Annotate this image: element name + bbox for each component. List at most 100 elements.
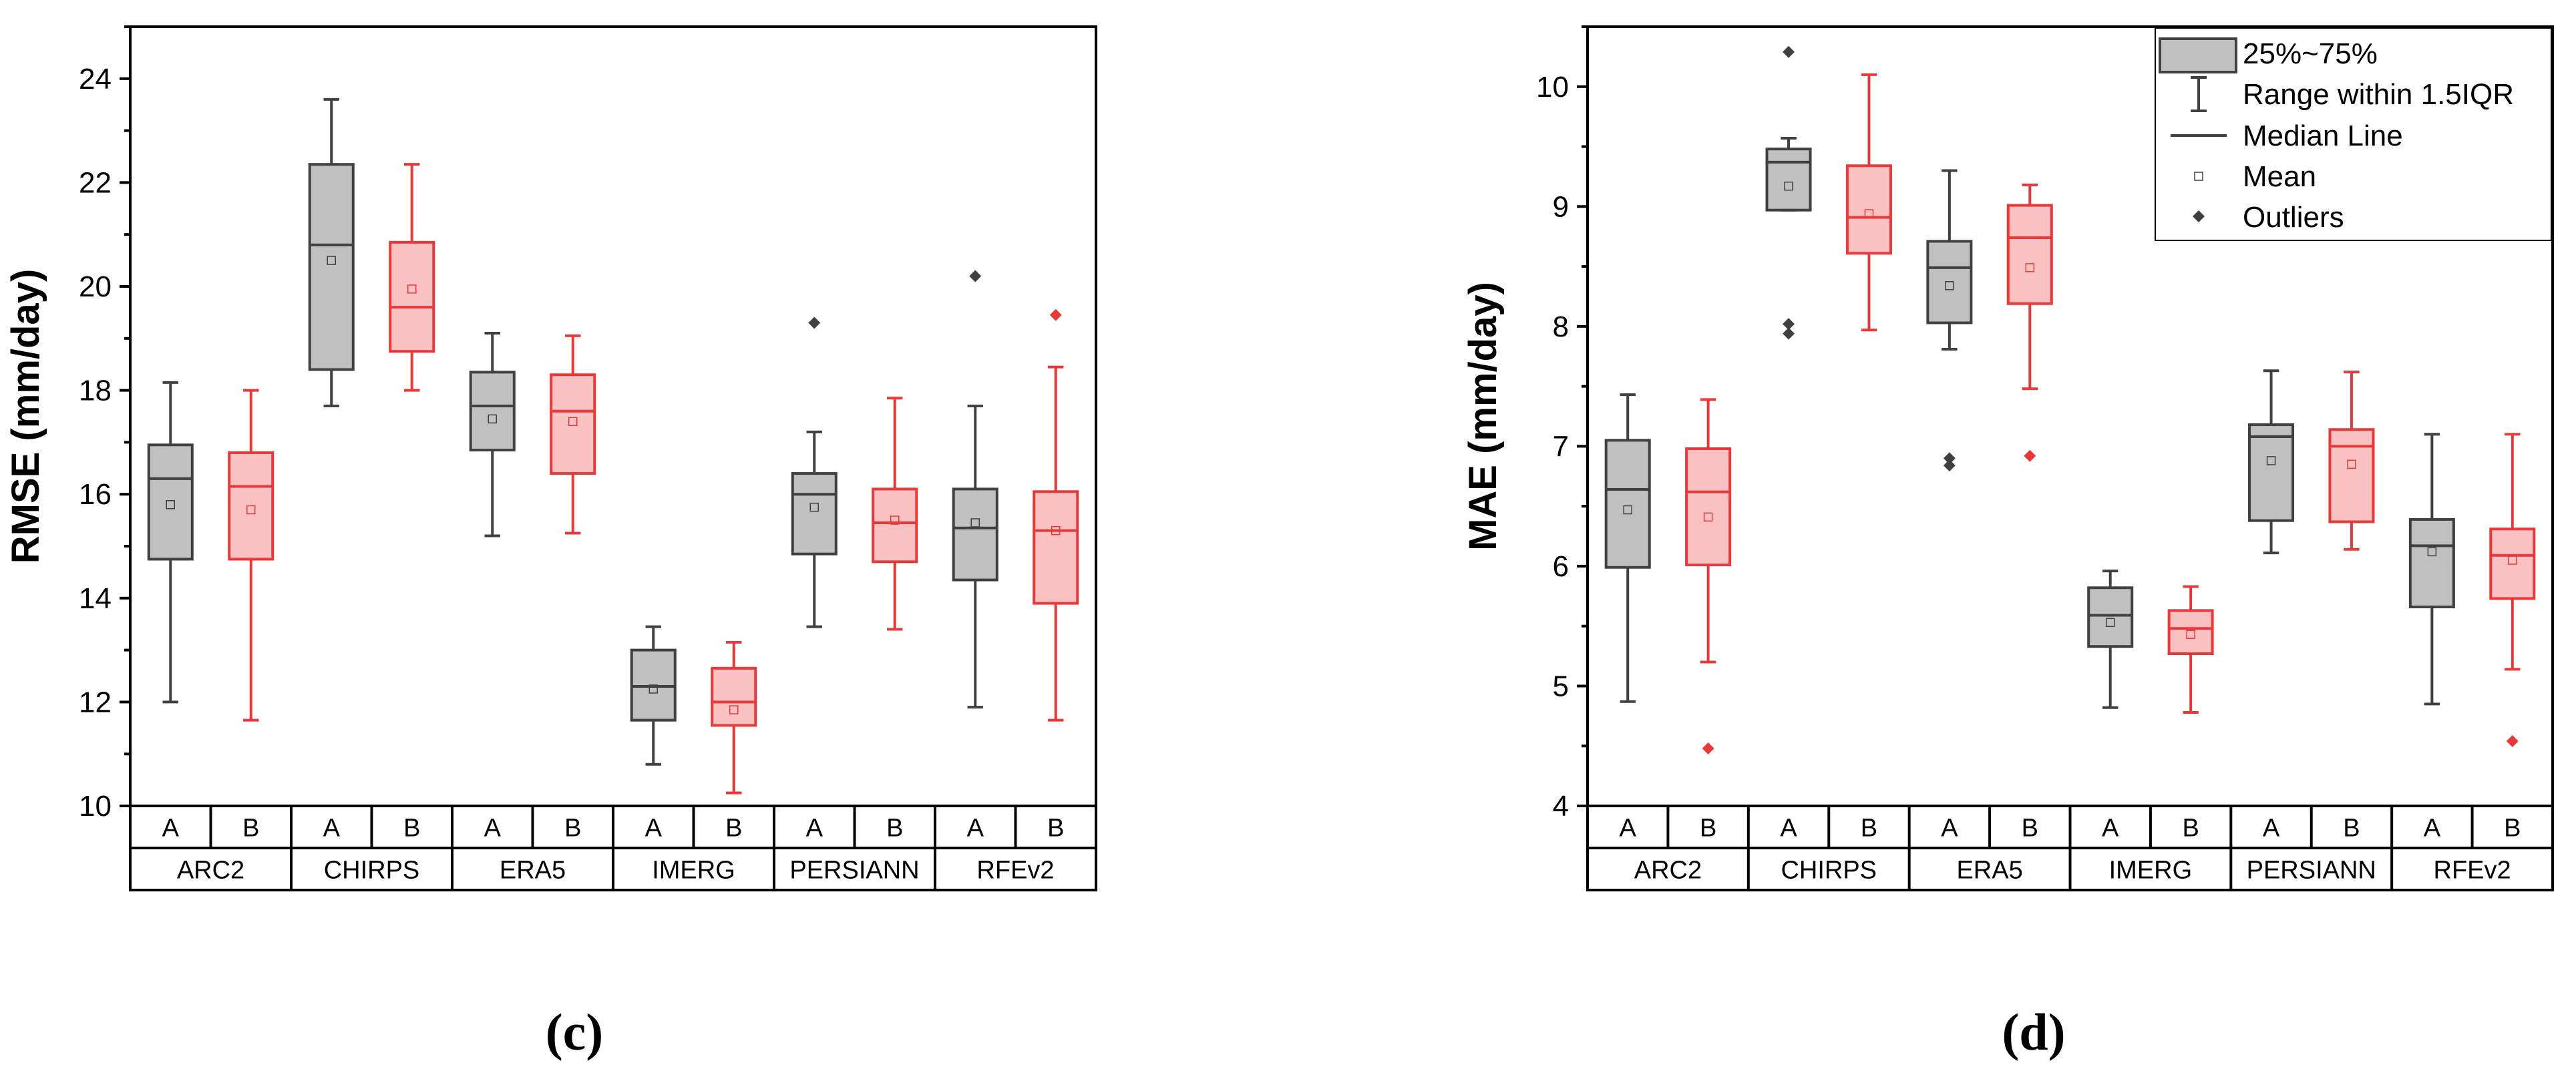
y-tick-label: 12 [79,686,112,718]
box-imerg-a [630,625,677,766]
subgroup-label: A [645,815,663,843]
subgroup-label: A [806,815,823,843]
mean-marker [970,518,980,527]
outlier-point [1943,452,1956,465]
box-imerg-b [711,640,757,795]
subgroup-label: A [1941,815,1958,843]
panel-label: (c) [546,1003,604,1061]
y-tick-label: 22 [79,166,112,199]
subgroup-label: B [564,815,581,843]
outlier-point [1049,308,1062,321]
box-imerg-a [2087,570,2134,709]
iqr-box [2006,204,2053,305]
mean-marker [2347,459,2356,469]
y-tick-label: 7 [1553,430,1569,463]
mean-marker [890,515,900,525]
group-label: ARC2 [177,857,244,885]
mean-marker [2508,556,2517,565]
y-tick-label: 18 [79,375,112,407]
box-persiann-b [872,397,918,631]
iqr-box [1604,439,1651,569]
mean-marker [568,417,578,427]
legend: 25%~75% Range within 1.5IQR Median Line Mea… [2155,27,2552,241]
iqr-box [1685,447,1732,567]
mean-marker [166,500,175,509]
subgroup-label: B [1861,815,1877,843]
subgroup-label: A [1780,815,1797,843]
box-rfev2-b [2489,433,2536,748]
legend-label-median: Median Line [2243,120,2403,152]
subgroup-label: A [162,815,180,843]
box-persiann-b [2328,371,2375,551]
mean-marker [246,505,256,515]
outlier-point [2506,735,2519,748]
box-chirps-a [1765,45,1812,340]
outlier-point [1783,45,1795,58]
subgroup-label: B [2504,815,2521,843]
subgroup-label: A [323,815,341,843]
mean-marker [488,414,497,424]
subgroup-label: B [886,815,903,843]
legend-box-symbol [2159,37,2237,73]
mean-marker [1784,182,1793,191]
subgroup-label: B [2022,815,2038,843]
group-label: RFEv2 [976,857,1054,885]
y-tick-label: 16 [79,478,112,511]
mean-marker [2186,630,2195,640]
iqr-box [147,443,194,561]
y-axis-title: RMSE (mm/day) [4,269,47,564]
outlier-point [1702,742,1714,755]
group-label: IMERG [652,857,735,885]
box-arc2-b [228,389,274,722]
y-axis-title: MAE (mm/day) [1461,282,1505,551]
subgroup-label: B [725,815,742,843]
box-era5-b [2006,183,2053,462]
box-imerg-b [2167,585,2214,714]
mean-marker [327,256,336,265]
y-tick-label: 5 [1553,670,1569,702]
group-label: ERA5 [1956,857,2022,885]
subgroup-label: B [242,815,259,843]
box-rfev2-b [1033,308,1079,722]
group-label: PERSIANN [2247,857,2376,885]
y-tick-label: 24 [79,63,112,95]
iqr-box [2489,527,2536,600]
subgroup-label: A [2102,815,2119,843]
group-label: ERA5 [500,857,566,885]
y-tick-label: 14 [79,582,112,615]
group-label: CHIRPS [324,857,420,885]
iqr-box [2408,517,2455,608]
subgroup-label: A [2263,815,2280,843]
mean-marker [649,684,658,694]
outlier-point [1783,327,1795,340]
mean-marker [2105,618,2115,628]
mean-marker [1623,505,1632,515]
outlier-point [969,270,982,282]
subgroup-label: A [2424,815,2441,843]
box-rfev2-a [2408,433,2455,706]
iqr-box [872,487,918,564]
y-tick-label: 4 [1553,790,1569,823]
plot-frame [129,25,1097,891]
legend-label-mean: Mean [2243,160,2316,193]
iqr-box [2328,428,2375,523]
box-arc2-b [1685,398,1732,755]
mean-marker [2427,547,2437,557]
group-label: CHIRPS [1781,857,1877,885]
mean-marker [1051,525,1061,536]
mean-marker [1945,281,1954,290]
iqr-box [308,163,355,371]
mean-marker [1703,512,1713,522]
outlier-point [808,316,821,329]
mean-marker [407,284,417,294]
iqr-box [469,371,516,452]
legend-label-outliers: Outliers [2243,201,2344,234]
iqr-box [2087,586,2134,648]
mean-marker [2266,456,2276,465]
box-era5-b [550,334,596,535]
box-rfev2-a [952,270,998,709]
mean-marker [2025,263,2035,272]
iqr-box [2248,423,2295,522]
iqr-box [791,472,838,556]
iqr-box [2167,609,2214,655]
